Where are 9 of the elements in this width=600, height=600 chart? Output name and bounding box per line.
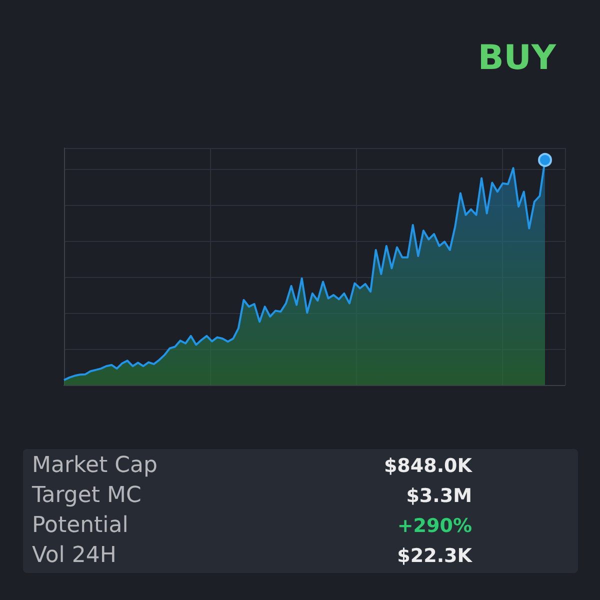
text: Target MC [32,483,142,508]
text: BUY [478,38,556,78]
text: $3.3M [406,485,472,507]
text: +290% [397,515,472,537]
text: Market Cap [32,453,158,478]
text: Vol 24H [32,543,116,568]
text: $848.0K [384,455,472,477]
text: Potential [32,513,128,538]
text: $22.3K [397,545,472,567]
